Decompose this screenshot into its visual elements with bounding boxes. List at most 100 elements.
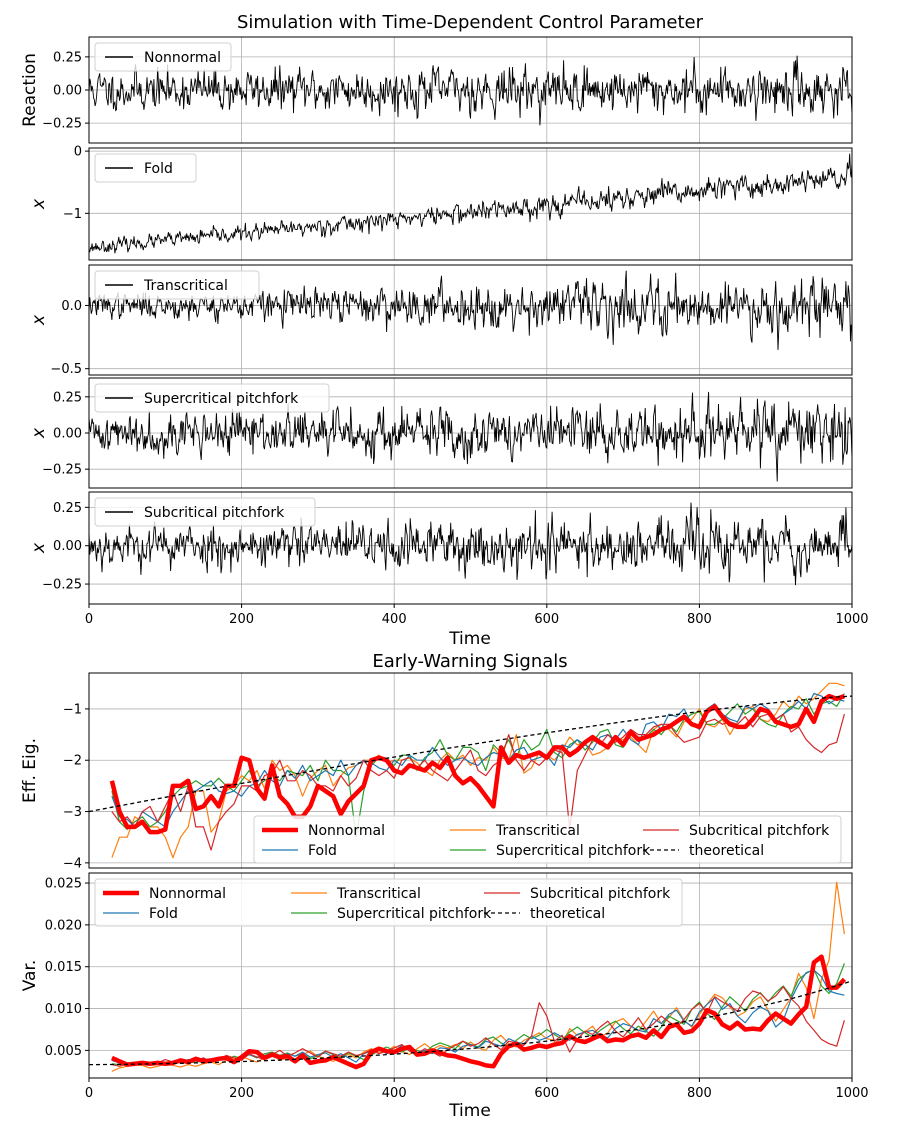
legend-label-subcritical: Subcritical pitchfork (144, 505, 285, 521)
series-line-subcritical (89, 502, 852, 586)
legend-label-theoretical: theoretical (530, 906, 605, 922)
legend-box (253, 815, 842, 864)
y-tick-label: −0.25 (42, 463, 82, 478)
x-tick-label: 200 (229, 612, 254, 627)
series-line-fold (89, 153, 852, 254)
x-tick-label: 600 (534, 612, 559, 627)
series-line-nonnormal (109, 693, 846, 835)
y-tick-label: 0 (74, 145, 82, 160)
y-tick-label: −2 (63, 754, 82, 769)
axes-frame (88, 491, 853, 605)
legend-box (94, 497, 316, 527)
legend: Fold (94, 153, 197, 183)
legend-label-subcritical-pitchfork: Subcritical pitchfork (530, 886, 671, 902)
y-tick-label: 0.025 (45, 877, 82, 892)
legend-label-fold: Fold (149, 906, 178, 922)
legend: Nonnormal Transcritical Subcritical pitchf… (94, 878, 683, 927)
legend-box (94, 153, 197, 183)
legend-label-supercritical-pitchfork: Supercritical pitchfork (337, 906, 492, 922)
legend-label-reaction: Nonnormal (144, 50, 221, 66)
x-tick-label: 800 (687, 612, 712, 627)
series-line-supercritical-pitchfork (111, 963, 845, 1066)
series-line-theoretical (89, 980, 852, 1066)
x-tick-label: 1000 (835, 612, 868, 627)
simulation-title: Simulation with Time-Dependent Control P… (237, 12, 704, 33)
x-tick-label: 800 (687, 1086, 712, 1101)
legend-box (94, 42, 232, 72)
y-tick-label: 0.00 (53, 84, 82, 99)
x-tick-label: 400 (382, 612, 407, 627)
x-tick-label: 400 (382, 1086, 407, 1101)
x-axis-label: Time (448, 629, 491, 649)
x-axis-label: Time (448, 1101, 491, 1121)
series-line-subcritical-pitchfork (111, 713, 845, 851)
series-line-reaction (89, 55, 852, 126)
supercritical-panel: 0.25 0.00 −0.25 x Supercritical pitchfork (29, 377, 853, 489)
y-tick-label: −0.25 (42, 578, 82, 593)
legend: Supercritical pitchfork (94, 383, 330, 413)
y-tick-label: 0.25 (53, 390, 82, 405)
legend-label-subcritical-pitchfork: Subcritical pitchfork (689, 823, 830, 839)
y-tick-label: −1 (63, 207, 82, 222)
y-tick-label: 0.020 (45, 918, 82, 933)
series-line-theoretical (89, 695, 852, 813)
axes-frame (88, 36, 853, 144)
legend-box (94, 383, 330, 413)
legend-label-transcritical: Transcritical (143, 278, 228, 294)
y-tick-label: 0.25 (53, 501, 82, 516)
axes-frame (88, 264, 853, 376)
ews-x-axis: 0 200 400 600 800 1000 Time (85, 1078, 869, 1121)
legend: Nonnormal (94, 42, 232, 72)
y-axis-label: Var. (20, 960, 40, 992)
y-tick-label: 0.010 (45, 1002, 82, 1017)
x-tick-label: 0 (85, 612, 93, 627)
axes-frame (88, 672, 853, 869)
legend-label-supercritical-pitchfork: Supercritical pitchfork (496, 843, 651, 859)
x-tick-label: 1000 (835, 1086, 868, 1101)
series-line-supercritical (89, 391, 852, 482)
legend-label-fold: Fold (144, 161, 173, 177)
legend-label-theoretical: theoretical (689, 843, 764, 859)
y-axis-label: x (29, 427, 49, 439)
y-axis-label: x (29, 314, 49, 326)
legend-box (94, 270, 260, 300)
axes-frame (88, 147, 853, 261)
y-tick-label: 0.005 (45, 1044, 82, 1059)
y-tick-label: 0.00 (53, 539, 82, 554)
y-tick-label: 0.25 (53, 50, 82, 65)
legend-label-supercritical: Supercritical pitchfork (144, 391, 299, 407)
y-axis-label: Reaction (20, 53, 40, 127)
legend-label-fold: Fold (308, 843, 337, 859)
fold-panel: 0 −1 x Fold (29, 145, 853, 261)
axes-frame (88, 377, 853, 489)
variance-panel: 0.025 0.020 0.015 0.010 0.005 Var. Nonnormal Tr… (20, 872, 853, 1079)
legend-label-nonnormal: Nonnormal (149, 886, 226, 902)
legend: Nonnormal Transcritical Subcritical pitchf… (253, 815, 842, 864)
x-tick-label: 200 (229, 1086, 254, 1101)
series-line-subcritical-pitchfork (111, 986, 845, 1067)
transcritical-panel: 0.0 −0.5 x Transcritical (29, 264, 853, 377)
legend: Transcritical (94, 270, 260, 300)
legend-label-transcritical: Transcritical (495, 823, 580, 839)
legend: Subcritical pitchfork (94, 497, 316, 527)
y-tick-label: 0.0 (61, 299, 82, 314)
y-tick-label: −0.5 (50, 362, 82, 377)
legend-box (94, 878, 683, 927)
y-tick-label: 0.015 (45, 960, 82, 975)
axes-frame (88, 872, 853, 1079)
y-axis-label: x (29, 542, 49, 554)
legend-label-nonnormal: Nonnormal (308, 823, 385, 839)
y-tick-label: −4 (63, 856, 82, 871)
simulation-x-axis: 0 200 400 600 800 1000 Time (85, 604, 869, 649)
series-line-nonnormal (110, 954, 847, 1070)
subcritical-panel: 0.25 0.00 −0.25 x Subcritical pitchfork (29, 491, 853, 605)
x-tick-label: 600 (534, 1086, 559, 1101)
eff_eig-panel: −1 −2 −3 −4 Eff. Eig. Nonnormal Transcritical S… (20, 672, 853, 871)
y-tick-label: 0.00 (53, 427, 82, 442)
y-axis-label: x (29, 198, 49, 210)
y-tick-label: −3 (63, 805, 82, 820)
ews-title: Early-Warning Signals (372, 651, 567, 672)
